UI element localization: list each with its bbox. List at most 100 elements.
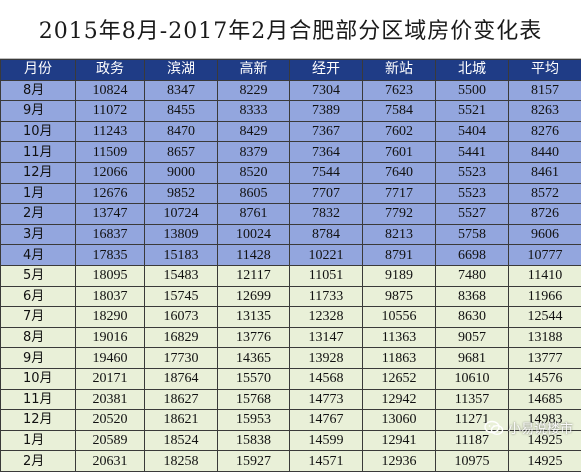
price-cell[interactable]: 14599 <box>290 430 363 451</box>
month-cell[interactable]: 1月 <box>1 430 76 451</box>
price-cell[interactable]: 20381 <box>76 389 145 410</box>
price-cell[interactable]: 15570 <box>218 368 290 389</box>
price-cell[interactable]: 12117 <box>218 265 290 286</box>
price-cell[interactable]: 8455 <box>145 101 218 122</box>
price-cell[interactable]: 12699 <box>218 286 290 307</box>
month-cell[interactable]: 10月 <box>1 121 76 142</box>
price-cell[interactable]: 16837 <box>76 224 145 245</box>
price-cell[interactable]: 10975 <box>436 451 509 472</box>
price-cell[interactable]: 8630 <box>436 307 509 328</box>
column-header-month[interactable]: 月份 <box>1 60 76 81</box>
price-cell[interactable]: 11863 <box>363 348 436 369</box>
price-cell[interactable]: 5527 <box>436 204 509 225</box>
price-cell[interactable]: 11509 <box>76 142 145 163</box>
price-cell[interactable]: 8657 <box>145 142 218 163</box>
price-cell[interactable]: 14983 <box>509 410 581 431</box>
month-cell[interactable]: 11月 <box>1 142 76 163</box>
price-cell[interactable]: 14685 <box>509 389 581 410</box>
price-cell[interactable]: 12652 <box>363 368 436 389</box>
price-cell[interactable]: 5758 <box>436 224 509 245</box>
price-cell[interactable]: 9681 <box>436 348 509 369</box>
price-cell[interactable]: 7584 <box>363 101 436 122</box>
price-cell[interactable]: 12942 <box>363 389 436 410</box>
price-cell[interactable]: 10610 <box>436 368 509 389</box>
column-header-gaoxin[interactable]: 高新 <box>218 60 290 81</box>
price-cell[interactable]: 7623 <box>363 80 436 101</box>
price-cell[interactable]: 10221 <box>290 245 363 266</box>
price-cell[interactable]: 8461 <box>509 162 581 183</box>
price-cell[interactable]: 8761 <box>218 204 290 225</box>
price-cell[interactable]: 14767 <box>290 410 363 431</box>
price-cell[interactable]: 14571 <box>290 451 363 472</box>
price-cell[interactable]: 7640 <box>363 162 436 183</box>
price-cell[interactable]: 11410 <box>509 265 581 286</box>
price-cell[interactable]: 15953 <box>218 410 290 431</box>
price-cell[interactable]: 10724 <box>145 204 218 225</box>
price-cell[interactable]: 11187 <box>436 430 509 451</box>
month-cell[interactable]: 11月 <box>1 389 76 410</box>
price-cell[interactable]: 13928 <box>290 348 363 369</box>
column-header-zhengwu[interactable]: 政务 <box>76 60 145 81</box>
column-header-beicheng[interactable]: 北城 <box>436 60 509 81</box>
price-cell[interactable]: 8213 <box>363 224 436 245</box>
price-cell[interactable]: 8347 <box>145 80 218 101</box>
price-cell[interactable]: 18037 <box>76 286 145 307</box>
price-cell[interactable]: 18095 <box>76 265 145 286</box>
price-cell[interactable]: 9000 <box>145 162 218 183</box>
price-cell[interactable]: 12676 <box>76 183 145 204</box>
price-cell[interactable]: 9189 <box>363 265 436 286</box>
price-cell[interactable]: 18290 <box>76 307 145 328</box>
price-cell[interactable]: 12544 <box>509 307 581 328</box>
price-cell[interactable]: 13060 <box>363 410 436 431</box>
price-cell[interactable]: 13776 <box>218 327 290 348</box>
month-cell[interactable]: 4月 <box>1 245 76 266</box>
price-cell[interactable]: 16073 <box>145 307 218 328</box>
price-cell[interactable]: 7602 <box>363 121 436 142</box>
price-cell[interactable]: 16829 <box>145 327 218 348</box>
price-cell[interactable]: 18621 <box>145 410 218 431</box>
price-cell[interactable]: 19016 <box>76 327 145 348</box>
price-cell[interactable]: 9057 <box>436 327 509 348</box>
price-cell[interactable]: 11733 <box>290 286 363 307</box>
month-cell[interactable]: 12月 <box>1 162 76 183</box>
price-cell[interactable]: 7832 <box>290 204 363 225</box>
price-cell[interactable]: 13747 <box>76 204 145 225</box>
price-cell[interactable]: 8440 <box>509 142 581 163</box>
price-cell[interactable]: 5441 <box>436 142 509 163</box>
price-cell[interactable]: 10556 <box>363 307 436 328</box>
price-cell[interactable]: 5500 <box>436 80 509 101</box>
price-cell[interactable]: 18258 <box>145 451 218 472</box>
price-cell[interactable]: 8520 <box>218 162 290 183</box>
price-cell[interactable]: 11966 <box>509 286 581 307</box>
price-cell[interactable]: 11051 <box>290 265 363 286</box>
price-cell[interactable]: 15927 <box>218 451 290 472</box>
month-cell[interactable]: 12月 <box>1 410 76 431</box>
price-cell[interactable]: 7304 <box>290 80 363 101</box>
price-cell[interactable]: 7480 <box>436 265 509 286</box>
price-cell[interactable]: 18627 <box>145 389 218 410</box>
month-cell[interactable]: 1月 <box>1 183 76 204</box>
price-cell[interactable]: 15745 <box>145 286 218 307</box>
price-cell[interactable]: 12328 <box>290 307 363 328</box>
month-cell[interactable]: 9月 <box>1 348 76 369</box>
month-cell[interactable]: 8月 <box>1 80 76 101</box>
month-cell[interactable]: 6月 <box>1 286 76 307</box>
price-cell[interactable]: 15768 <box>218 389 290 410</box>
price-cell[interactable]: 5404 <box>436 121 509 142</box>
month-cell[interactable]: 3月 <box>1 224 76 245</box>
price-cell[interactable]: 15483 <box>145 265 218 286</box>
price-cell[interactable]: 15838 <box>218 430 290 451</box>
price-cell[interactable]: 14365 <box>218 348 290 369</box>
price-cell[interactable]: 8263 <box>509 101 581 122</box>
price-cell[interactable]: 8229 <box>218 80 290 101</box>
column-header-jingkai[interactable]: 经开 <box>290 60 363 81</box>
price-cell[interactable]: 13809 <box>145 224 218 245</box>
month-cell[interactable]: 7月 <box>1 307 76 328</box>
price-cell[interactable]: 17730 <box>145 348 218 369</box>
price-cell[interactable]: 12066 <box>76 162 145 183</box>
price-cell[interactable]: 8157 <box>509 80 581 101</box>
price-cell[interactable]: 12936 <box>363 451 436 472</box>
price-cell[interactable]: 15183 <box>145 245 218 266</box>
price-cell[interactable]: 14925 <box>509 451 581 472</box>
price-cell[interactable]: 14925 <box>509 430 581 451</box>
